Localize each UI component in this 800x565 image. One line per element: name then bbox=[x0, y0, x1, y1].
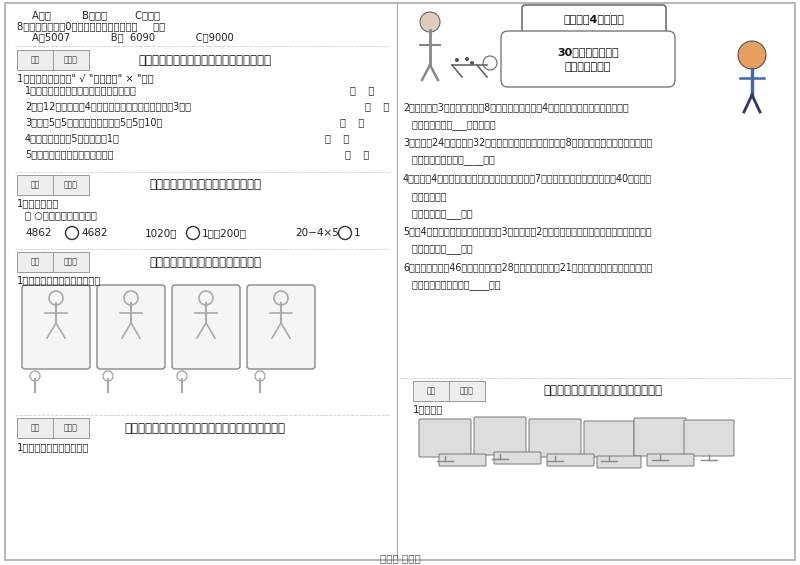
FancyBboxPatch shape bbox=[419, 419, 471, 457]
Text: 20−4×5: 20−4×5 bbox=[295, 228, 339, 238]
Text: 评卷人: 评卷人 bbox=[64, 424, 78, 432]
Text: 1．我是解决问题小能手。: 1．我是解决问题小能手。 bbox=[17, 442, 90, 452]
FancyBboxPatch shape bbox=[634, 418, 686, 456]
FancyBboxPatch shape bbox=[474, 417, 526, 455]
Text: 八、解决问题（共６小题，每题３分，共计１８分）: 八、解决问题（共６小题，每题３分，共计１８分） bbox=[125, 421, 286, 434]
Text: 6．水果店有水果46箱，上午卖出去28箱，下午又运进来21箱，水果店现在有水果多少箱？: 6．水果店有水果46箱，上午卖出去28箱，下午又运进来21箱，水果店现在有水果多… bbox=[403, 262, 652, 272]
Text: 1．统计。: 1．统计。 bbox=[413, 404, 443, 414]
Circle shape bbox=[470, 61, 474, 65]
Text: 评卷人: 评卷人 bbox=[64, 55, 78, 64]
Text: 1．判断。（对的打" √ "，错的打" × "。）: 1．判断。（对的打" √ "，错的打" × "。） bbox=[17, 73, 154, 83]
Text: 答：水果店现在有水果____箱。: 答：水果店现在有水果____箱。 bbox=[403, 280, 501, 290]
FancyBboxPatch shape bbox=[522, 5, 666, 33]
Text: 得分: 得分 bbox=[426, 386, 436, 396]
Text: 第２页 共４页: 第２页 共４页 bbox=[380, 553, 420, 563]
Text: 4．小明和4个同学去公园玩，公园的儿童票是每张7元，他们一共花了多少元？带40元去，买: 4．小明和4个同学去公园玩，公园的儿童票是每张7元，他们一共花了多少元？带40元… bbox=[403, 173, 652, 183]
Text: 得分: 得分 bbox=[30, 258, 40, 267]
FancyBboxPatch shape bbox=[22, 285, 90, 369]
Text: 得分: 得分 bbox=[30, 55, 40, 64]
FancyBboxPatch shape bbox=[501, 31, 675, 87]
Text: （    ）: （ ） bbox=[325, 133, 350, 143]
Text: 得分: 得分 bbox=[30, 424, 40, 432]
Text: 每辆车用4个轮子。: 每辆车用4个轮子。 bbox=[563, 14, 625, 24]
FancyBboxPatch shape bbox=[584, 421, 634, 457]
Text: 评卷人: 评卷人 bbox=[64, 180, 78, 189]
Text: 30个轮子，最多能: 30个轮子，最多能 bbox=[557, 47, 619, 57]
Text: 2、把12个苹果分给4个小朋友，每个小朋友都能分到3个。: 2、把12个苹果分给4个小朋友，每个小朋友都能分到3个。 bbox=[25, 101, 191, 111]
Circle shape bbox=[738, 41, 766, 69]
Circle shape bbox=[420, 12, 440, 32]
Text: 评卷人: 评卷人 bbox=[460, 386, 474, 396]
FancyBboxPatch shape bbox=[647, 454, 694, 466]
Text: 5．有4只小兔，小猴的只数是小兔的3倍，现在每2只小猴分成一组去抬东西，可以分成几组？: 5．有4只小兔，小猴的只数是小兔的3倍，现在每2只小猴分成一组去抬东西，可以分成… bbox=[403, 227, 652, 237]
Text: 答：可以分成___组。: 答：可以分成___组。 bbox=[403, 245, 473, 254]
Text: 五、判断对与错（共１大题，共计１０分）: 五、判断对与错（共１大题，共计１０分） bbox=[138, 54, 271, 67]
Text: 票的钱够吗？: 票的钱够吗？ bbox=[403, 191, 446, 201]
Text: A．米          B．分米         C．千米: A．米 B．分米 C．千米 bbox=[32, 10, 160, 20]
Text: 安装成几辆车？: 安装成几辆车？ bbox=[565, 62, 611, 72]
Text: 4862: 4862 bbox=[25, 228, 51, 238]
Text: A．5007             B．  6090             C．9000: A．5007 B． 6090 C．9000 bbox=[32, 32, 234, 42]
Text: 1．连一连镜子里看到的图像。: 1．连一连镜子里看到的图像。 bbox=[17, 275, 102, 285]
Text: （    ）: （ ） bbox=[350, 85, 374, 95]
FancyBboxPatch shape bbox=[684, 420, 734, 456]
FancyBboxPatch shape bbox=[547, 454, 594, 466]
Text: 七、连一连（共１大题，共计５分）: 七、连一连（共１大题，共计５分） bbox=[149, 255, 261, 268]
Circle shape bbox=[455, 58, 459, 62]
Text: 1千克200克: 1千克200克 bbox=[202, 228, 247, 238]
Text: 答：每个班分得___个乒乓球。: 答：每个班分得___个乒乓球。 bbox=[403, 120, 496, 130]
Text: 4、除数和商都是5，被除数是1。: 4、除数和商都是5，被除数是1。 bbox=[25, 133, 120, 143]
Text: 答：一共花了___元。: 答：一共花了___元。 bbox=[403, 209, 473, 219]
Text: 十、综合题（共１大题，共计１０分）: 十、综合题（共１大题，共计１０分） bbox=[543, 385, 662, 398]
Text: （    ）: （ ） bbox=[365, 101, 390, 111]
Text: 3．地里有24个白萝卜，32个红萝卜，把这些萝卜平均分给8只小兔，平均每只小兔分几个？: 3．地里有24个白萝卜，32个红萝卜，把这些萝卜平均分给8只小兔，平均每只小兔分… bbox=[403, 138, 652, 147]
FancyBboxPatch shape bbox=[97, 285, 165, 369]
Text: 8．下面各数一个0都不需要读出来的数是（     ）。: 8．下面各数一个0都不需要读出来的数是（ ）。 bbox=[17, 21, 165, 31]
FancyBboxPatch shape bbox=[529, 419, 581, 457]
Text: 4682: 4682 bbox=[81, 228, 107, 238]
Text: 得分: 得分 bbox=[30, 180, 40, 189]
Circle shape bbox=[465, 57, 469, 61]
Text: 2．学校买回3盒乒乓球，每盒8个，平均发给二年级4个班，每个班分得几个乒乓球？: 2．学校买回3盒乒乓球，每盒8个，平均发给二年级4个班，每个班分得几个乒乓球？ bbox=[403, 102, 629, 112]
Text: 3、计算5个5相加的和，可以列式5＋5＝10。: 3、计算5个5相加的和，可以列式5＋5＝10。 bbox=[25, 117, 162, 127]
Text: 1．我会比较。: 1．我会比较。 bbox=[17, 198, 59, 208]
FancyBboxPatch shape bbox=[17, 418, 89, 438]
FancyBboxPatch shape bbox=[172, 285, 240, 369]
Circle shape bbox=[483, 56, 497, 70]
Text: 1、每一句口决都可以写出两道除法算式。: 1、每一句口决都可以写出两道除法算式。 bbox=[25, 85, 137, 95]
FancyBboxPatch shape bbox=[439, 454, 486, 466]
Text: （    ）: （ ） bbox=[340, 117, 364, 127]
Text: 1020克: 1020克 bbox=[145, 228, 178, 238]
FancyBboxPatch shape bbox=[17, 50, 89, 70]
Text: 在 ○里填上＞、＜或＝。: 在 ○里填上＞、＜或＝。 bbox=[25, 210, 97, 220]
FancyBboxPatch shape bbox=[17, 252, 89, 272]
Text: 六、比一比（共１大题，共计５分）: 六、比一比（共１大题，共计５分） bbox=[149, 179, 261, 192]
Text: 答：平均每只小兔分____个。: 答：平均每只小兔分____个。 bbox=[403, 155, 494, 166]
FancyBboxPatch shape bbox=[413, 381, 485, 401]
FancyBboxPatch shape bbox=[494, 452, 541, 464]
Text: （    ）: （ ） bbox=[345, 149, 370, 159]
FancyBboxPatch shape bbox=[597, 456, 641, 468]
FancyBboxPatch shape bbox=[17, 175, 89, 195]
FancyBboxPatch shape bbox=[247, 285, 315, 369]
Text: 1: 1 bbox=[354, 228, 361, 238]
Text: 5、平移现象改变原物体的大小。: 5、平移现象改变原物体的大小。 bbox=[25, 149, 114, 159]
Text: 评卷人: 评卷人 bbox=[64, 258, 78, 267]
